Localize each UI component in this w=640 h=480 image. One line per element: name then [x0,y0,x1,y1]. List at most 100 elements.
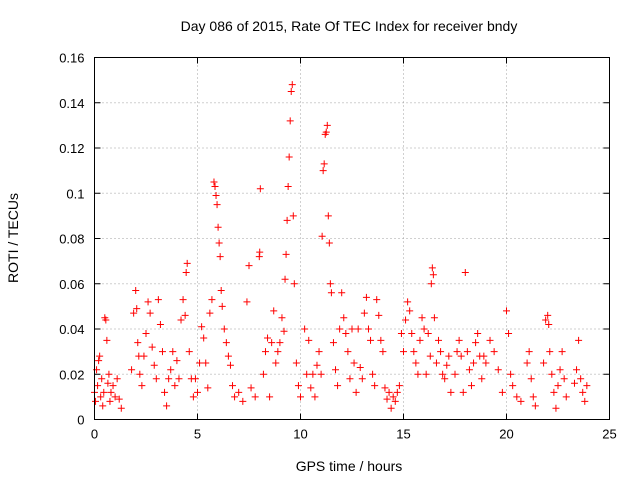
data-point [196,359,204,367]
y-tick-label: 0.16 [59,51,84,66]
data-point [206,309,214,317]
data-point [573,366,581,374]
data-point [420,325,428,333]
data-point [297,393,304,401]
data-point [320,160,328,168]
data-point [173,357,181,365]
data-point [562,393,570,401]
data-point [150,361,158,369]
data-point [109,382,117,390]
data-point [317,370,325,378]
data-point [385,388,393,396]
data-point [179,296,187,304]
data-point [358,375,366,383]
data-point [104,379,112,387]
data-point [99,402,107,410]
data-point [211,182,219,190]
data-point [175,375,183,383]
data-point [346,375,354,383]
data-point [208,296,216,304]
data-point [103,336,111,344]
y-tick-label: 0.08 [59,232,84,247]
data-point [142,330,150,338]
data-point [381,384,389,392]
data-point [132,287,140,295]
data-point [344,348,352,356]
data-point [210,178,218,186]
data-point [410,348,418,356]
data-point [282,250,290,258]
data-point [163,402,171,410]
data-point [558,348,566,356]
data-point [133,305,141,313]
data-point [256,248,264,256]
data-point [189,393,197,401]
x-tick-label: 25 [602,427,616,442]
data-point [301,325,309,333]
data-point [204,384,212,392]
data-point [412,359,420,367]
data-point [408,330,416,338]
data-point [336,325,344,333]
data-point [556,366,564,374]
data-point [305,336,313,344]
data-point [324,212,332,220]
data-point [259,370,267,378]
data-point [276,339,284,347]
data-point [453,348,461,356]
data-point [216,253,224,261]
data-point [575,336,583,344]
data-point [400,348,407,356]
data-point [235,388,243,396]
data-point [461,268,469,276]
x-tick-label: 10 [293,427,307,442]
data-point [325,239,333,247]
data-point [226,361,234,369]
data-point [367,336,375,344]
data-point [545,320,553,328]
data-point [115,395,123,403]
data-point [288,81,296,89]
data-point [509,382,517,390]
data-point [482,359,490,367]
data-point [342,330,350,338]
y-tick-label: 0.02 [59,367,84,382]
data-point [427,280,435,288]
data-point [507,370,515,378]
data-point [107,388,115,396]
data-point [546,348,554,356]
data-point [289,212,297,220]
data-point [214,223,222,231]
data-point [418,314,426,322]
data-point [218,302,226,310]
data-point [158,348,166,356]
data-point [138,382,146,390]
data-point [352,388,360,396]
data-point [527,375,535,383]
data-point [387,404,395,412]
x-tick-label: 15 [396,427,410,442]
data-point [148,343,156,351]
data-point [332,366,340,374]
data-point [318,232,326,240]
data-point [229,382,237,390]
data-point [426,352,434,360]
data-point [97,393,105,401]
data-point [371,382,379,390]
data-point [294,382,302,390]
data-point [377,336,385,344]
data-point [117,404,125,412]
data-point [92,397,100,405]
data-point [360,309,368,317]
data-point [505,330,513,338]
data-point [463,348,471,356]
data-point [338,289,346,297]
data-point [406,307,414,315]
x-tick-label: 20 [499,427,513,442]
data-point [326,280,334,288]
data-point [256,185,264,193]
data-point [284,182,292,190]
data-point [106,397,114,405]
data-point [144,298,152,306]
data-point [523,359,531,367]
